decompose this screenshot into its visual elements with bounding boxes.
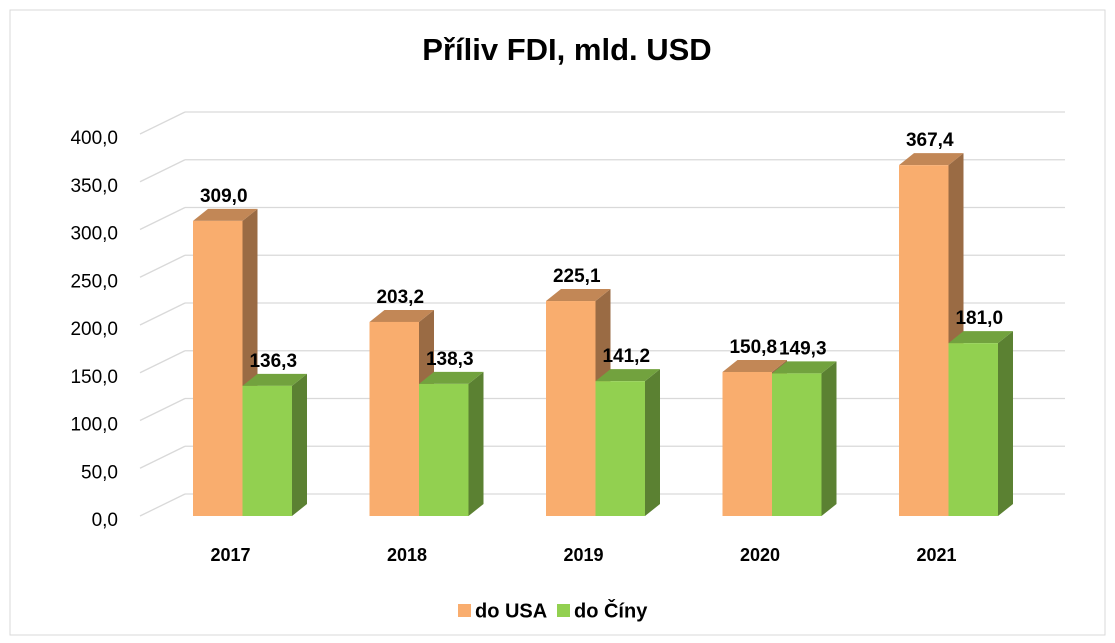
bar <box>419 383 469 516</box>
bar-top <box>419 371 484 384</box>
bar-side <box>645 369 660 516</box>
grid-line <box>139 350 186 374</box>
x-tick-label: 2017 <box>210 545 250 565</box>
bar-top <box>242 373 307 386</box>
legend-swatch <box>458 604 471 617</box>
y-tick-label: 350,0 <box>70 176 118 197</box>
data-label: 309,0 <box>200 186 248 207</box>
y-tick-label: 100,0 <box>70 415 118 436</box>
bar-top <box>772 361 837 374</box>
legend-label: do USA <box>475 600 547 622</box>
x-tick-label: 2021 <box>916 545 956 565</box>
bar <box>722 371 772 516</box>
bar-top <box>948 331 1013 344</box>
data-label: 181,0 <box>955 308 1003 329</box>
data-label: 225,1 <box>553 266 601 287</box>
bar-top <box>899 153 964 166</box>
data-label: 203,2 <box>376 287 424 308</box>
grid-line <box>139 397 186 422</box>
x-tick-label: 2018 <box>387 545 427 565</box>
data-label: 149,3 <box>779 338 827 359</box>
y-tick-label: 250,0 <box>70 271 118 292</box>
grid-line <box>139 159 186 183</box>
grid-line <box>139 206 186 231</box>
bar <box>948 343 998 516</box>
y-tick-label: 400,0 <box>70 128 118 149</box>
data-label: 138,3 <box>426 349 474 370</box>
bar-top <box>546 289 611 302</box>
bar-side <box>292 373 307 516</box>
grid-line <box>139 445 186 469</box>
bar-top <box>595 369 660 382</box>
bar-top <box>722 359 787 372</box>
grid-line <box>139 254 186 278</box>
y-tick-label: 0,0 <box>92 510 118 531</box>
grid-line <box>139 302 186 326</box>
bar-side <box>821 361 837 516</box>
bar-top <box>369 309 434 322</box>
y-tick-label: 150,0 <box>70 367 118 388</box>
bar <box>369 321 419 516</box>
bar-top <box>193 208 258 221</box>
grid-line <box>139 493 186 517</box>
y-tick-label: 50,0 <box>81 462 118 483</box>
y-tick-label: 200,0 <box>70 319 118 340</box>
data-label: 150,8 <box>729 337 777 358</box>
chart-title: Příliv FDI, mld. USD <box>422 32 711 67</box>
data-label: 367,4 <box>906 130 954 151</box>
x-tick-label: 2019 <box>563 545 603 565</box>
x-tick-label: 2020 <box>740 545 780 565</box>
y-tick-label: 300,0 <box>70 224 118 245</box>
data-label: 136,3 <box>249 351 297 372</box>
bar <box>595 381 645 516</box>
bar <box>546 301 596 516</box>
data-label: 141,2 <box>602 346 650 367</box>
legend-label: do Číny <box>574 598 648 622</box>
bar-side <box>468 371 484 516</box>
bar <box>772 373 822 516</box>
grid-line <box>139 111 186 135</box>
bar <box>242 385 292 516</box>
bar <box>193 220 243 516</box>
bar-side <box>998 331 1013 516</box>
bar <box>899 165 949 516</box>
legend-swatch <box>557 604 570 617</box>
